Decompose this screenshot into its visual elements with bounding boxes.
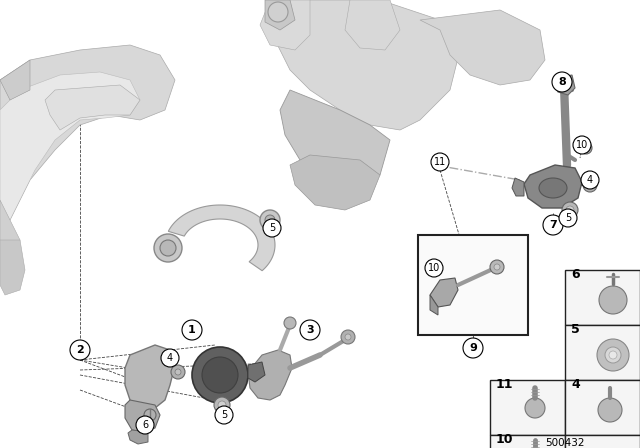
Text: 5: 5 (269, 223, 275, 233)
Polygon shape (125, 400, 160, 432)
Polygon shape (248, 350, 292, 400)
Circle shape (598, 398, 622, 422)
Circle shape (494, 264, 500, 270)
Polygon shape (128, 430, 148, 444)
Polygon shape (0, 45, 175, 240)
Circle shape (566, 206, 574, 214)
Text: 5: 5 (571, 323, 580, 336)
Circle shape (268, 2, 288, 22)
Text: 7: 7 (549, 220, 557, 230)
Circle shape (341, 330, 355, 344)
Circle shape (580, 142, 592, 154)
Circle shape (609, 351, 617, 359)
Circle shape (265, 215, 275, 225)
Polygon shape (554, 75, 575, 95)
Text: 11: 11 (434, 157, 446, 167)
Text: 1: 1 (188, 325, 196, 335)
Text: 4: 4 (587, 175, 593, 185)
Polygon shape (248, 362, 265, 382)
Circle shape (215, 406, 233, 424)
Polygon shape (512, 178, 524, 196)
Polygon shape (260, 0, 310, 50)
Circle shape (218, 401, 226, 409)
Polygon shape (420, 10, 545, 85)
Circle shape (144, 409, 156, 421)
Polygon shape (168, 205, 275, 271)
Circle shape (463, 338, 483, 358)
Polygon shape (270, 0, 460, 130)
Polygon shape (0, 200, 20, 270)
Text: 4: 4 (571, 378, 580, 391)
Bar (565, 325, 640, 380)
Bar (490, 435, 565, 448)
Circle shape (543, 215, 563, 235)
Polygon shape (430, 278, 458, 307)
Circle shape (175, 369, 181, 375)
Bar (565, 435, 640, 448)
Polygon shape (45, 85, 140, 130)
Circle shape (263, 219, 281, 237)
Circle shape (182, 320, 202, 340)
Polygon shape (280, 90, 390, 185)
Circle shape (525, 398, 545, 418)
Text: 9: 9 (469, 343, 477, 353)
Polygon shape (125, 345, 175, 410)
Bar (490, 380, 565, 435)
Polygon shape (265, 0, 295, 30)
Text: 500432: 500432 (545, 438, 585, 448)
Circle shape (552, 72, 572, 92)
Polygon shape (0, 240, 25, 295)
Text: 6: 6 (571, 268, 580, 281)
Circle shape (490, 260, 504, 274)
Text: 11: 11 (496, 378, 513, 391)
Circle shape (260, 210, 280, 230)
Circle shape (559, 209, 577, 227)
Polygon shape (524, 165, 582, 208)
Text: 10: 10 (576, 140, 588, 150)
Bar (565, 380, 640, 435)
Circle shape (425, 259, 443, 277)
Text: 5: 5 (221, 410, 227, 420)
Bar (418, 235, 528, 335)
Circle shape (562, 202, 578, 218)
Circle shape (214, 397, 230, 413)
Polygon shape (0, 60, 30, 100)
Circle shape (599, 286, 627, 314)
Circle shape (171, 365, 185, 379)
Text: 2: 2 (76, 345, 84, 355)
Circle shape (605, 347, 621, 363)
Circle shape (345, 334, 351, 340)
Polygon shape (430, 295, 438, 315)
Circle shape (597, 339, 629, 371)
Circle shape (431, 153, 449, 171)
Ellipse shape (539, 178, 567, 198)
Text: 6: 6 (142, 420, 148, 430)
Text: 10: 10 (428, 263, 440, 273)
Circle shape (284, 317, 296, 329)
Circle shape (581, 171, 599, 189)
Text: 3: 3 (306, 325, 314, 335)
Bar (565, 270, 640, 325)
Circle shape (192, 347, 248, 403)
Polygon shape (290, 155, 380, 210)
Text: 10: 10 (496, 433, 513, 446)
Circle shape (161, 349, 179, 367)
Text: 5: 5 (565, 213, 571, 223)
Text: 4: 4 (167, 353, 173, 363)
Polygon shape (0, 72, 140, 220)
Text: 8: 8 (558, 77, 566, 87)
Circle shape (202, 357, 238, 393)
Circle shape (300, 320, 320, 340)
Circle shape (136, 416, 154, 434)
Circle shape (583, 178, 597, 192)
Circle shape (160, 240, 176, 256)
Circle shape (573, 136, 591, 154)
Polygon shape (345, 0, 400, 50)
Circle shape (154, 234, 182, 262)
Circle shape (70, 340, 90, 360)
